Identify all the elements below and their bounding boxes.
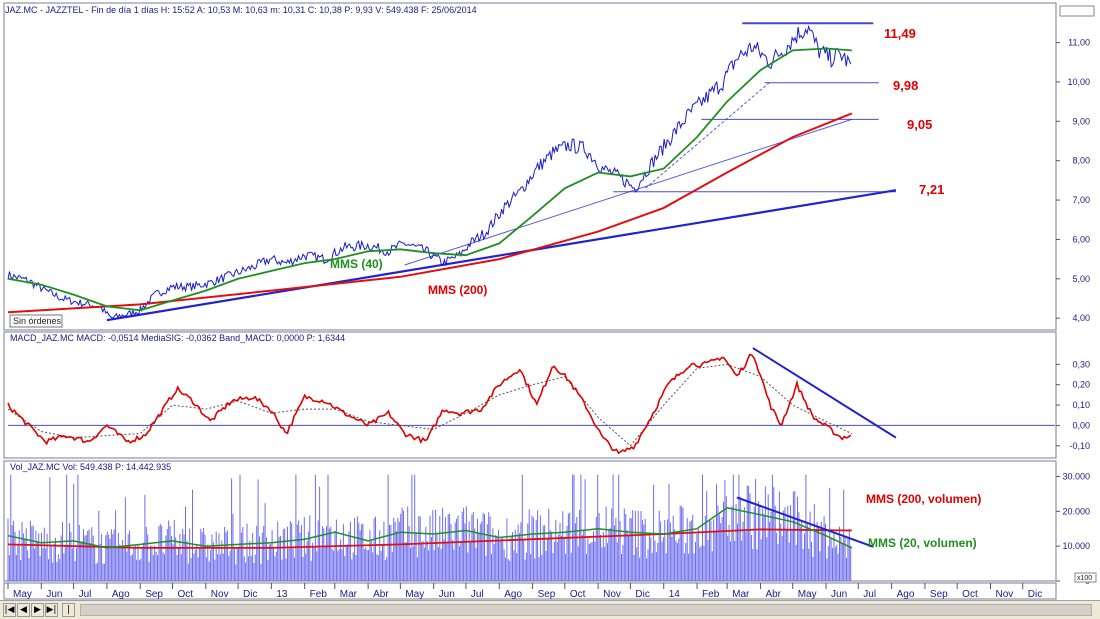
macd-trend-line bbox=[752, 347, 897, 439]
macd-line bbox=[7, 353, 852, 455]
x-axis-month-label: Sep bbox=[538, 589, 556, 600]
trend-line bbox=[645, 81, 771, 189]
x-axis-month-label: Ago bbox=[897, 589, 915, 600]
x-axis-month-label: Ago bbox=[112, 589, 130, 600]
macd-axis-tick-label: -0,10 bbox=[1069, 441, 1090, 451]
x-axis-month-label: Nov bbox=[996, 589, 1014, 600]
x-axis-month-label: Dic bbox=[635, 589, 649, 600]
x-axis-month-label: Jul bbox=[863, 589, 876, 600]
x-axis-month-label: Oct bbox=[570, 589, 586, 600]
history-scrollbar[interactable] bbox=[80, 604, 1092, 616]
macd-axis-tick-label: 0,20 bbox=[1072, 380, 1090, 390]
x-axis: May Jun Jul Ago Sep Oct Nov Dic 13 Feb Mar Abr May Ju… bbox=[3, 582, 1057, 600]
price-axis-tick-label: 4,00 bbox=[1072, 313, 1090, 323]
nav-next-icon[interactable]: ▶ bbox=[31, 603, 44, 617]
price-axis-tick-label: 8,00 bbox=[1072, 156, 1090, 166]
x-axis-month-label: May bbox=[13, 589, 32, 600]
x-axis-month-label: Mar bbox=[732, 589, 750, 600]
x-axis-month-label: Jul bbox=[79, 589, 92, 600]
x-axis-month-label: May bbox=[798, 589, 817, 600]
price-series-line bbox=[7, 24, 852, 319]
panel-frames bbox=[3, 2, 1095, 582]
ma40-label: MMS (40) bbox=[330, 257, 383, 271]
mms200-line bbox=[7, 112, 853, 314]
nav-first-icon[interactable]: |◀ bbox=[3, 603, 16, 617]
nav-last-icon[interactable]: ▶| bbox=[45, 603, 58, 617]
x-axis-month-label: Jun bbox=[439, 589, 455, 600]
x-axis-month-label: Sep bbox=[930, 589, 948, 600]
volume-scale-label: x100 bbox=[1077, 575, 1092, 582]
price-axis-tick-label: 5,00 bbox=[1072, 274, 1090, 284]
price-panel-header: JAZ.MC - JAZZTEL - Fin de día 1 días H: … bbox=[5, 5, 477, 15]
x-axis-month-label: 13 bbox=[276, 589, 288, 600]
vol-ma20-label: MMS (20, volumen) bbox=[868, 536, 977, 550]
ma200-label: MMS (200) bbox=[428, 283, 487, 297]
x-axis-month-label: Oct bbox=[962, 589, 978, 600]
x-axis-month-label: Ago bbox=[504, 589, 522, 600]
x-axis-month-label: Abr bbox=[373, 589, 389, 600]
vol-mms20-line bbox=[7, 506, 853, 549]
price-axis-tick-label: 7,00 bbox=[1072, 195, 1090, 205]
x-axis-month-label: Nov bbox=[211, 589, 229, 600]
price-axis-tick-label: 10,00 bbox=[1067, 77, 1090, 87]
x-axis-month-label: Mar bbox=[340, 589, 358, 600]
volume-panel-header: Vol_JAZ.MC Vol: 549.438 P: 14.442.935 bbox=[10, 462, 171, 472]
x-axis-month-label: Dic bbox=[1028, 589, 1042, 600]
macd-panel: -0,10 0,00 0,10 0,20 0,30 bbox=[7, 347, 1090, 455]
macd-panel-header: MACD_JAZ.MC MACD: -0,0514 MediaSIG: -0,0… bbox=[10, 333, 345, 343]
x-axis-month-label: Abr bbox=[765, 589, 781, 600]
x-axis-month-label: 14 bbox=[669, 589, 681, 600]
mms40-line bbox=[7, 47, 852, 312]
macd-axis-tick-label: 0,30 bbox=[1072, 359, 1090, 369]
price-axis-tick-label: 9,00 bbox=[1072, 116, 1090, 126]
price-panel: 4,00 5,00 6,00 7,00 8,00 9,00 10,00 11,00 bbox=[7, 22, 1090, 323]
level-label-905: 9,05 bbox=[907, 117, 932, 132]
nav-marker-icon[interactable]: | bbox=[62, 603, 75, 617]
volume-scale-badge bbox=[1074, 572, 1097, 583]
x-axis-month-label: Jul bbox=[471, 589, 484, 600]
volume-axis-tick-label: 10.000 bbox=[1062, 541, 1090, 551]
navigation-bar: |◀ ◀ ▶ ▶| | bbox=[0, 600, 1100, 619]
sin-ordenes-label: Sin órdenes bbox=[13, 316, 62, 326]
nav-prev-icon[interactable]: ◀ bbox=[17, 603, 30, 617]
price-scale-badge bbox=[1059, 5, 1095, 17]
x-axis-month-label: Jun bbox=[831, 589, 847, 600]
x-axis-month-label: Feb bbox=[310, 589, 328, 600]
trend-line bbox=[106, 189, 897, 322]
price-axis-tick-label: 11,00 bbox=[1068, 38, 1090, 48]
price-axis-tick-label: 6,00 bbox=[1072, 234, 1090, 244]
level-label-1149: 11,49 bbox=[884, 26, 916, 41]
level-label-721: 7,21 bbox=[919, 182, 944, 197]
macd-axis-tick-label: 0,10 bbox=[1072, 400, 1090, 410]
x-axis-month-label: May bbox=[405, 589, 424, 600]
level-label-998: 9,98 bbox=[893, 78, 918, 93]
x-axis-month-label: Jun bbox=[46, 589, 62, 600]
volume-trend-line bbox=[736, 496, 874, 548]
vol-ma200-label: MMS (200, volumen) bbox=[866, 492, 981, 506]
volume-axis-tick-label: 20.000 bbox=[1062, 506, 1090, 516]
x-axis-month-label: Nov bbox=[603, 589, 621, 600]
volume-axis-tick-label: 30.000 bbox=[1062, 471, 1090, 481]
x-axis-month-label: Sep bbox=[145, 589, 163, 600]
vol-mms200-line bbox=[7, 528, 852, 549]
macd-axis-tick-label: 0,00 bbox=[1072, 420, 1090, 430]
x-axis-month-label: Oct bbox=[177, 589, 193, 600]
x-axis-month-label: Feb bbox=[702, 589, 720, 600]
x-axis-month-label: Dic bbox=[243, 589, 257, 600]
sin-ordenes-badge bbox=[9, 314, 63, 328]
